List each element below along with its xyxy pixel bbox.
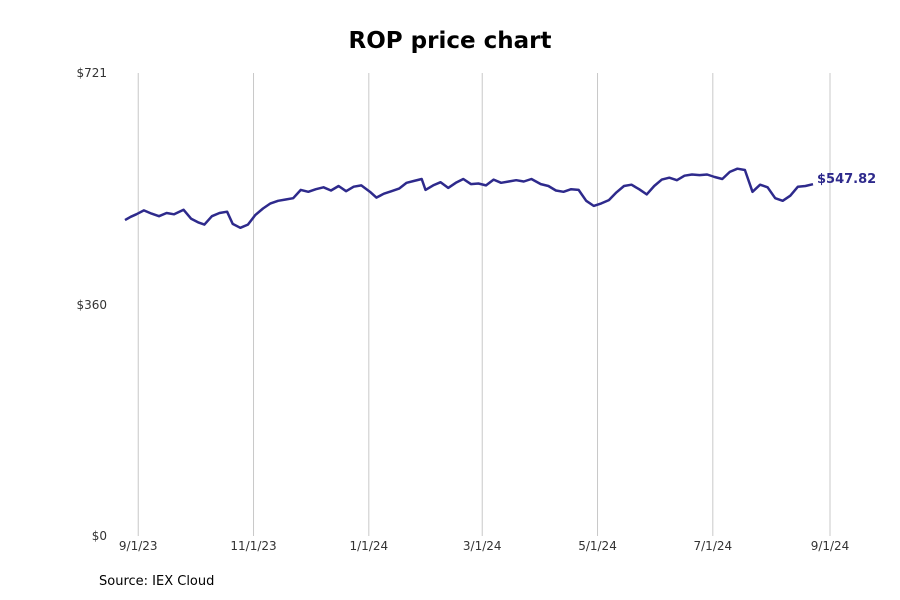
x-tick-label: 7/1/24 [694,539,733,553]
x-tick-label: 5/1/24 [578,539,617,553]
source-note: Source: IEX Cloud [99,574,215,589]
y-tick-label: $360 [76,298,107,312]
gridlines [137,73,831,536]
y-axis-ticks: $0 $360 $721 [76,66,107,543]
x-tick-label: 11/1/23 [230,539,276,553]
x-tick-label: 3/1/24 [463,539,502,553]
price-series-line [124,167,814,230]
x-tick-label: 1/1/24 [350,539,389,553]
last-value-label: $547.82 [817,172,876,187]
x-axis-ticks: 9/1/23 11/1/23 1/1/24 3/1/24 5/1/24 7/1/24 9/1… [119,539,849,553]
chart-title: ROP price chart [348,28,552,54]
x-tick-label: 9/1/23 [119,539,158,553]
y-tick-label: $0 [92,529,107,543]
x-tick-label: 9/1/24 [811,539,850,553]
y-tick-label: $721 [76,66,107,80]
